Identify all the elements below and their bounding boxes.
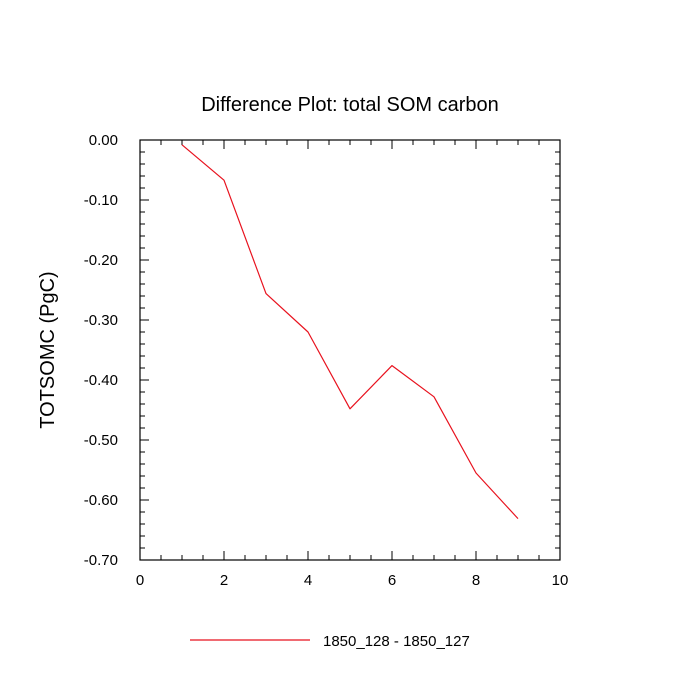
x-tick-label: 10 [552, 572, 569, 589]
x-tick-label: 2 [220, 572, 228, 589]
x-tick-label: 4 [304, 572, 312, 589]
chart-title: Difference Plot: total SOM carbon [201, 94, 499, 116]
legend-label: 1850_128 - 1850_127 [323, 633, 470, 650]
y-tick-label: -0.40 [84, 372, 118, 389]
y-tick-label: -0.10 [84, 192, 118, 209]
y-tick-label: 0.00 [89, 132, 118, 149]
y-tick-label: -0.30 [84, 312, 118, 329]
legend: 1850_128 - 1850_127 [190, 633, 470, 650]
tick-labels: 0 2 4 6 8 10 0.00 -0.10 -0.20 -0.30 -0.40 -0.50 -0.6… [84, 132, 569, 589]
y-tick-label: -0.20 [84, 252, 118, 269]
series-layer [181, 144, 519, 520]
series-line-0 [181, 144, 519, 520]
axis-ticks [139, 139, 561, 561]
y-tick-label: -0.60 [84, 492, 118, 509]
plot-frame [139, 139, 561, 561]
x-tick-label: 6 [388, 572, 396, 589]
y-axis-label: TOTSOMC (PgC) [37, 271, 59, 428]
x-tick-label: 0 [136, 572, 144, 589]
y-tick-label: -0.50 [84, 432, 118, 449]
y-tick-label: -0.70 [84, 552, 118, 569]
x-tick-label: 8 [472, 572, 480, 589]
